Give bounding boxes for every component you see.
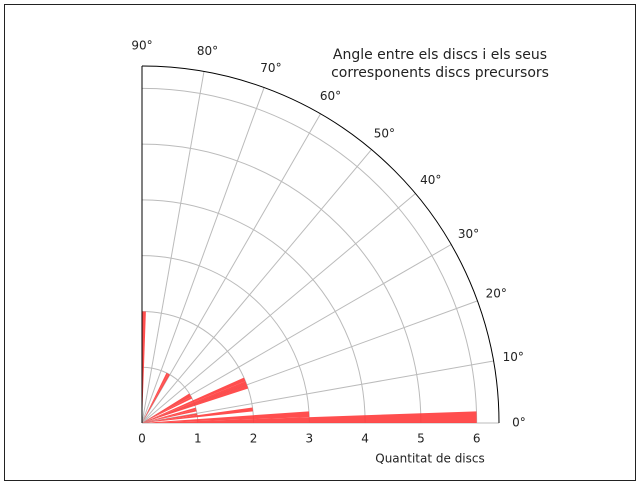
grid-spoke — [141, 149, 372, 424]
r-tick-label: 3 — [306, 432, 314, 446]
grid-spoke — [141, 193, 416, 424]
theta-tick-label: 40° — [420, 173, 441, 187]
grid-ring — [141, 255, 310, 424]
grid-spoke — [141, 244, 452, 424]
theta-tick-label: 70° — [260, 61, 281, 75]
bar — [142, 377, 246, 423]
theta-tick-label: 30° — [458, 227, 479, 241]
bar — [142, 407, 197, 423]
grid-spoke — [141, 360, 494, 424]
bar — [142, 384, 249, 423]
theta-tick-label: 0° — [512, 416, 526, 430]
bar — [142, 381, 247, 423]
grid-ring — [141, 87, 478, 424]
grid-ring — [141, 310, 255, 424]
theta-tick-label: 80° — [197, 44, 218, 58]
chart-title: Angle entre els discs i els seus — [333, 47, 547, 63]
chart-title: corresponents discs precursors — [331, 65, 549, 81]
r-tick-label: 2 — [250, 432, 258, 446]
grid-spoke — [141, 87, 265, 424]
r-tick-label: 1 — [194, 432, 202, 446]
bar — [142, 407, 253, 423]
grid-ring — [141, 366, 199, 424]
r-tick-label: 0 — [138, 432, 146, 446]
outer-spine — [141, 65, 500, 424]
grid-spoke — [141, 113, 321, 424]
bar — [142, 393, 191, 423]
theta-tick-label: 60° — [320, 89, 341, 103]
r-tick-label: 4 — [361, 432, 369, 446]
r-tick-label: 6 — [473, 432, 481, 446]
theta-tick-label: 20° — [486, 287, 507, 301]
frame — [4, 4, 636, 481]
r-tick-label: 5 — [417, 432, 425, 446]
theta-tick-label: 10° — [503, 350, 524, 364]
bar — [142, 411, 477, 423]
bar — [142, 409, 197, 423]
bar — [142, 372, 169, 423]
theta-tick-label: 50° — [374, 127, 395, 141]
bar — [142, 396, 193, 423]
theta-tick-label: 90° — [131, 39, 152, 53]
grid-spoke — [141, 71, 205, 424]
grid-ring — [141, 199, 366, 424]
bar — [142, 411, 310, 423]
bar — [142, 413, 198, 423]
bar — [142, 395, 192, 423]
x-axis-label: Quantitat de discs — [375, 452, 485, 466]
bar — [142, 373, 170, 423]
grid-ring — [141, 143, 422, 424]
bar — [142, 311, 146, 423]
